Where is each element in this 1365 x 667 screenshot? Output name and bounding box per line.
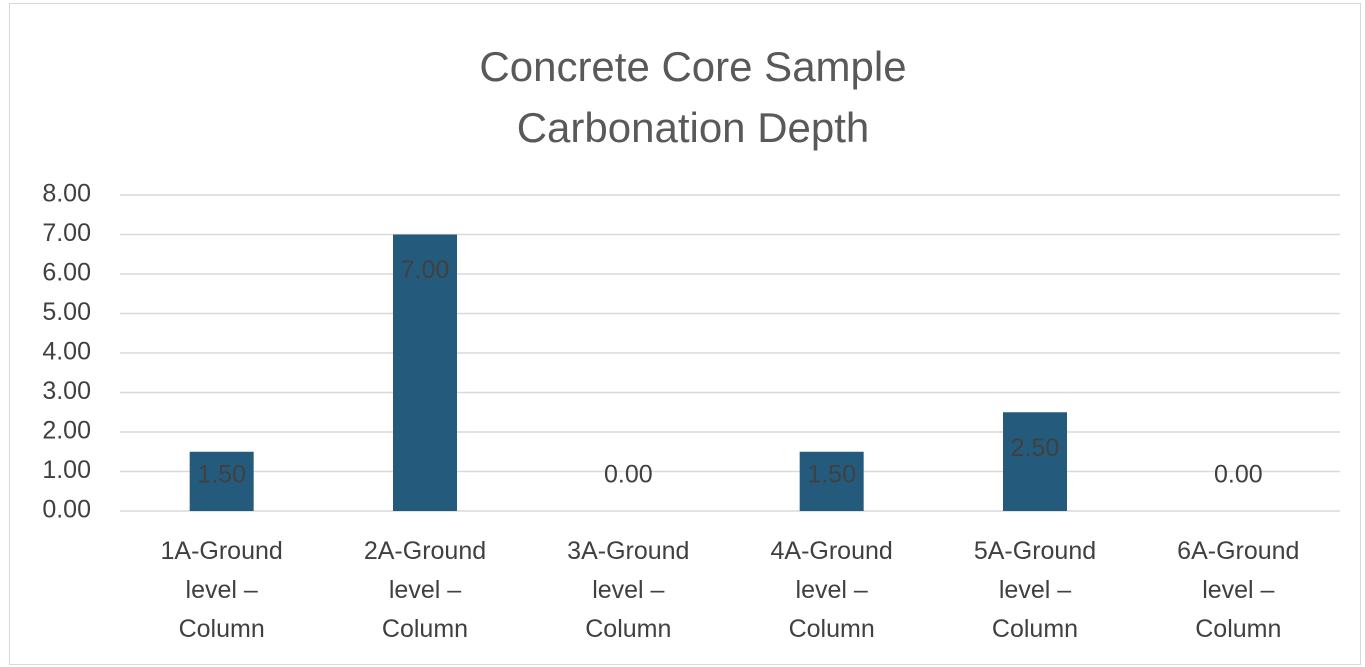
data-label: 7.00	[401, 256, 450, 284]
y-tick-label: 6.00	[42, 259, 91, 287]
data-label: 2.50	[1011, 434, 1060, 462]
y-tick-label: 3.00	[42, 377, 91, 405]
x-tick-label: 2A-Ground level – Column	[363, 537, 487, 643]
y-tick-label: 4.00	[42, 338, 91, 366]
x-tick-label: 3A-Ground level – Column	[567, 537, 690, 643]
y-tick-label: 1.00	[42, 456, 91, 484]
bar	[189, 451, 254, 511]
y-tick-label: 8.00	[42, 180, 91, 208]
x-tick-label: 6A-Ground level – Column	[1177, 537, 1300, 643]
x-tick-label: 1A-Ground level – Column	[160, 537, 283, 643]
data-label: 0.00	[1214, 461, 1263, 489]
data-label: 1.50	[807, 461, 856, 489]
y-tick-label: 0.00	[42, 496, 91, 524]
x-tick-label: 4A-Ground level – Column	[770, 537, 893, 643]
bar	[799, 451, 864, 511]
y-tick-label: 7.00	[42, 219, 91, 247]
y-tick-label: 5.00	[42, 298, 91, 326]
chart-title: Concrete Core Sample Carbonation Depth	[479, 43, 907, 151]
x-tick-label: 5A-Ground level – Column	[973, 537, 1097, 643]
data-label: 1.50	[197, 461, 246, 489]
chart-frame	[9, 3, 1361, 665]
data-label: 0.00	[604, 461, 653, 489]
y-tick-label: 2.00	[42, 417, 91, 445]
bar	[1003, 412, 1067, 511]
bar	[393, 234, 457, 511]
